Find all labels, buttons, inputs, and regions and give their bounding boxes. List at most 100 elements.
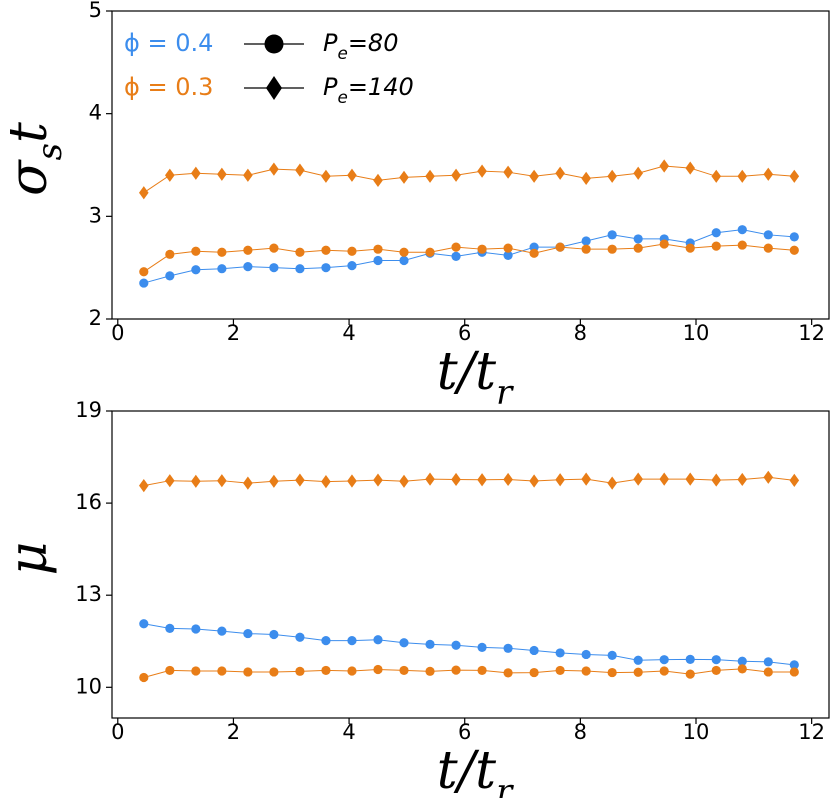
legend-phi-label: ϕ = 0.4 [124, 29, 213, 57]
panel-1-series-phi04-pe80-point [399, 255, 409, 266]
panel-2-series-phi04-pe80-point [373, 635, 383, 645]
panel-1-series-phi03-pe80-point [165, 249, 175, 259]
panel-1-series-phi03-pe80-point [737, 240, 747, 250]
panel-1-series-phi03-pe80-point [581, 244, 591, 254]
panel-2-series-phi04-pe80-point [347, 636, 357, 646]
panel-2-series-phi03-pe140-point [165, 474, 175, 488]
panel-1-series-phi03-pe80-point [763, 243, 773, 253]
panel-2-series-phi03-pe140-line [143, 476, 795, 487]
panel-1-series-phi03-pe140-point [373, 173, 383, 187]
panel-2-y-tick-label: 16 [75, 490, 102, 514]
panel-1-x-tick-label: 12 [798, 321, 825, 345]
panel-2-series-phi04-pe80-point [581, 649, 591, 660]
panel-1-y-tick-label: 2 [89, 306, 102, 330]
panel-1-series-phi03-pe80-point [217, 247, 227, 257]
panel-2-series-phi03-pe80-point [763, 667, 773, 677]
panel-2-x-tick-label: 12 [798, 720, 825, 744]
panel-2-series-phi04-pe80-point [685, 654, 695, 664]
panel-1-series-phi03-pe140-point [607, 169, 617, 183]
panel-1-series-phi03-pe140-line [143, 165, 795, 194]
panel-2-series-phi03-pe80-point [477, 665, 487, 676]
panel-1-series-phi04-pe80-point [451, 251, 461, 261]
panel-1-series-phi03-pe80-point [295, 247, 305, 257]
panel-1-series-phi04-pe80-point [269, 263, 279, 273]
panel-1-series-phi03-pe80-point [347, 246, 357, 256]
panel-2-x-tick-label: 0 [111, 720, 124, 744]
panel-2-series-phi03-pe80-point [425, 666, 435, 676]
panel-1-series-phi04-pe80-point [607, 230, 617, 240]
panel-1-x-tick-label: 6 [458, 321, 471, 345]
panel-2-series-phi04-pe80-point [633, 655, 643, 665]
panel-2-series-phi04-pe80-point [555, 648, 565, 658]
panel-1-series-phi04-pe80-point [711, 228, 721, 238]
panel-1-series-phi03-pe80-point [139, 267, 149, 277]
panel-2-series-phi03-pe140-point [399, 474, 409, 488]
panel-1-series-phi04-pe80-point [295, 264, 305, 274]
panel-2-series-phi04-pe80-point [165, 623, 175, 633]
panel-1-series-phi03-pe80-point [321, 245, 331, 255]
panel-2-x-tick-label: 6 [458, 720, 471, 744]
panel-2-x-axis-title: t/tr [437, 741, 514, 799]
panel-2-series-phi03-pe80-point [789, 667, 799, 677]
panel-1-y-axis-title: σst [0, 122, 69, 196]
panel-2-series-phi03-pe80-line [143, 668, 795, 678]
panel-2-series-phi03-pe80-point [581, 666, 591, 676]
panel-2-series-phi03-pe80-point [633, 667, 643, 677]
panel-2-series-phi03-pe80-point [165, 665, 175, 676]
panel-1-series-phi04-pe80-point [373, 255, 383, 266]
panel-2-series-phi03-pe80-point [503, 668, 513, 678]
panel-2-series-phi03-pe80-point [399, 665, 409, 676]
panel-2-series-phi04-pe80-point [737, 656, 747, 666]
panel-2-series-phi03-pe80-point [139, 672, 149, 683]
panel-2-axes-frame [111, 410, 830, 719]
panel-1-series-phi03-pe140-point [633, 166, 643, 180]
panel-2-series-phi03-pe80-point [737, 664, 747, 674]
panel-2-series-phi04-pe80-point [425, 639, 435, 649]
panel-2-series-phi03-pe80-point [373, 664, 383, 675]
panel-1-series-phi03-pe140-point [711, 169, 722, 183]
panel-2-y-tick-label: 13 [75, 582, 102, 606]
panel-2-series-phi03-pe80-point [295, 666, 305, 676]
panel-2-series-phi04-pe80-line [143, 623, 795, 666]
panel-1-series-phi03-pe80-point [243, 245, 253, 255]
panel-1-series-phi04-pe80-point [737, 225, 747, 235]
panel-1-series-phi03-pe140-point [529, 169, 539, 183]
panel-1-series-phi03-pe80-point [711, 241, 721, 251]
panel-2-series-phi04-pe80-point [763, 657, 773, 667]
panel-2-series-phi04-pe80-point [269, 629, 279, 640]
panel-1-series-phi03-pe140-point [737, 169, 748, 183]
panel-1-series-phi03-pe140-point [347, 168, 357, 182]
panel-1-series-phi03-pe80-point [373, 244, 383, 254]
panel-2-series-phi04-pe80-point [659, 655, 669, 665]
panel-2-series-phi04-pe80-point [321, 636, 331, 646]
panel-2-series-phi03-pe140-point [581, 472, 591, 486]
panel-2-series-phi03-pe80-point [191, 666, 201, 676]
panel-2-series-phi03-pe80-point [607, 667, 617, 678]
panel-1-series-phi03-pe140-point [503, 165, 513, 179]
panel-2-series-phi03-pe80-point [217, 666, 227, 676]
panel-1-series-phi04-pe80-point [763, 230, 773, 240]
panel-1-y-tick-label: 5 [89, 0, 102, 22]
panel-2-series-phi03-pe140-point [321, 475, 331, 489]
panel-2-series-phi03-pe140-point [217, 474, 227, 488]
panel-1-series-phi03-pe140-point [685, 161, 696, 175]
panel-2-series-phi03-pe140-point [685, 472, 696, 486]
panel-2-series-phi03-pe140-point [633, 472, 643, 486]
panel-1-x-axis-title: t/tr [437, 342, 514, 412]
panel-1-series-phi03-pe140-point [243, 168, 253, 182]
panel-1-series-phi03-pe80-point [503, 243, 513, 253]
panel-2-series-phi04-pe80-point [399, 638, 409, 648]
panel-1-x-tick-label: 2 [227, 321, 240, 345]
panel-2-series-phi03-pe140-point [789, 473, 800, 487]
panel-2-series-phi03-pe80-point [321, 665, 331, 676]
panel-2-series-phi03-pe80-point [685, 669, 695, 679]
panel-1-series-phi03-pe140-point [763, 167, 774, 181]
panel-1-series-phi04-pe80-point [243, 262, 253, 272]
panel-1-x-tick-label: 8 [574, 321, 587, 345]
panel-1-series-phi04-pe80-point [633, 234, 643, 244]
panel-2-series-phi03-pe140-point [191, 474, 201, 488]
panel-2-series-phi03-pe80-point [659, 666, 669, 676]
panel-1-series-phi03-pe140-point [581, 171, 591, 185]
